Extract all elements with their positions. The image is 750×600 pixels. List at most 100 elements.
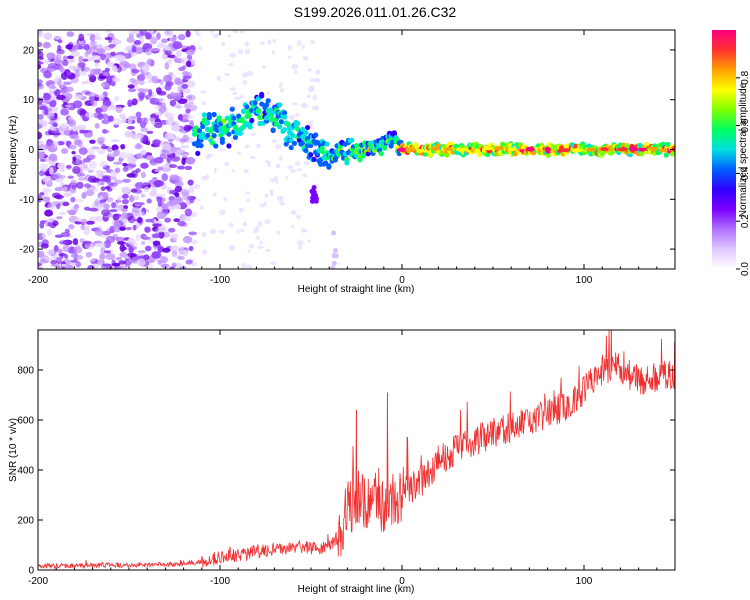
heat-noise-cell xyxy=(90,39,96,47)
heat-noise-cell xyxy=(39,158,46,162)
heat-faint-cell xyxy=(312,94,318,100)
heat-noise-cell xyxy=(115,256,123,261)
heat-noise-cell xyxy=(156,193,166,198)
heat-noise-cell xyxy=(68,57,75,63)
heat-noise-cell xyxy=(94,62,100,67)
heat-faint-cell xyxy=(246,198,251,202)
heat-faint-cell xyxy=(231,168,235,173)
heat-noise-cell xyxy=(57,39,63,44)
heat-noise-cell xyxy=(68,119,77,128)
heat-noise-cell xyxy=(43,93,51,101)
heat-noise-cell xyxy=(53,254,59,258)
heat-noise-cell xyxy=(128,115,139,120)
heat-noise-cell xyxy=(177,220,187,227)
heat-faint-cell xyxy=(201,101,207,106)
heat-noise-cell xyxy=(100,186,106,191)
heat-noise-cell xyxy=(169,164,178,168)
heat-noise-cell xyxy=(65,264,74,269)
colorbar: 0.0 0.2 0.4 0.6 0.8 Normalized spectral ampl… xyxy=(712,30,750,276)
heat-noise-cell xyxy=(156,42,165,48)
heat-noise-cell xyxy=(115,54,126,62)
heat-faint-cell xyxy=(288,114,295,121)
heat-noise-cell xyxy=(71,185,77,190)
heat-faint-cell xyxy=(228,245,236,251)
heat-ridge-cell xyxy=(378,150,384,157)
heat-noise-cell xyxy=(59,84,67,90)
heat-noise-cell xyxy=(177,113,184,121)
heat-noise-cell xyxy=(46,112,55,119)
spectrogram-ytick-label: 20 xyxy=(23,45,35,56)
heat-faint-cell xyxy=(285,176,289,180)
heat-noise-cell xyxy=(183,124,192,132)
heat-noise-cell xyxy=(98,175,103,180)
heat-noise-cell xyxy=(96,48,106,55)
heat-noise-cell xyxy=(175,149,185,154)
heat-noise-cell xyxy=(95,242,106,248)
heat-noise-cell xyxy=(169,245,180,252)
heat-faint-cell xyxy=(290,210,297,216)
heat-noise-cell xyxy=(72,125,78,132)
heat-faint-cell xyxy=(205,154,211,160)
heat-noise-cell xyxy=(74,94,83,99)
heat-faint-cell xyxy=(290,169,296,173)
heat-noise-cell xyxy=(80,65,85,72)
heat-isolated-cell xyxy=(332,247,338,253)
heat-ridge-cell xyxy=(665,141,671,147)
heat-faint-cell xyxy=(300,228,306,233)
heat-noise-cell xyxy=(141,182,150,186)
heat-ridge-cell xyxy=(219,136,225,142)
snr-ytick-label: 800 xyxy=(17,366,34,377)
heat-noise-cell xyxy=(44,209,54,217)
heat-noise-cell xyxy=(67,175,74,179)
heat-faint-cell xyxy=(220,41,226,47)
snr-series xyxy=(38,330,675,570)
heat-noise-cell xyxy=(94,198,100,207)
heat-noise-cell xyxy=(102,71,109,77)
heat-isolated-cell xyxy=(310,191,316,197)
heat-noise-cell xyxy=(47,221,53,227)
heat-faint-cell xyxy=(239,94,244,99)
heat-faint-cell xyxy=(219,148,226,152)
heat-faint-cell xyxy=(264,192,269,199)
heat-faint-cell xyxy=(290,224,295,229)
heat-noise-cell xyxy=(93,36,103,41)
heat-faint-cell xyxy=(213,167,217,174)
heat-noise-cell xyxy=(161,143,172,151)
heat-noise-cell xyxy=(53,245,59,253)
heat-noise-cell xyxy=(180,145,190,149)
heat-noise-cell xyxy=(38,97,43,105)
heat-noise-cell xyxy=(113,149,120,157)
heat-isolated-cell xyxy=(331,230,337,236)
heat-noise-cell xyxy=(112,39,122,45)
heat-noise-cell xyxy=(148,117,156,122)
heat-noise-cell xyxy=(128,246,134,254)
heat-noise-cell xyxy=(152,223,162,227)
heat-ridge-cell xyxy=(244,104,250,110)
heat-noise-cell xyxy=(113,161,123,165)
heat-noise-cell xyxy=(38,170,45,177)
heat-noise-cell xyxy=(50,105,58,113)
heat-faint-cell xyxy=(272,39,277,43)
heat-faint-cell xyxy=(224,72,230,77)
heat-noise-cell xyxy=(87,73,95,78)
heat-faint-cell xyxy=(302,173,308,178)
heat-noise-cell xyxy=(156,32,161,40)
heat-noise-cell xyxy=(87,147,95,155)
heat-ridge-cell xyxy=(381,145,388,151)
heat-faint-cell xyxy=(191,261,197,267)
heat-noise-cell xyxy=(54,186,64,192)
heat-noise-cell xyxy=(78,147,88,155)
heat-noise-cell xyxy=(60,123,67,129)
heat-noise-cell xyxy=(96,137,105,145)
heat-noise-cell xyxy=(121,218,129,223)
heat-noise-cell xyxy=(99,161,108,168)
heat-noise-cell xyxy=(175,181,180,185)
heat-noise-cell xyxy=(69,134,79,140)
heat-noise-cell xyxy=(176,105,183,109)
heat-ridge-cell xyxy=(206,115,212,121)
heat-faint-cell xyxy=(295,112,300,118)
heat-noise-cell xyxy=(130,170,138,178)
heat-noise-cell xyxy=(162,247,171,253)
heat-noise-cell xyxy=(59,165,65,171)
snr-xtick-label: 0 xyxy=(399,576,405,587)
